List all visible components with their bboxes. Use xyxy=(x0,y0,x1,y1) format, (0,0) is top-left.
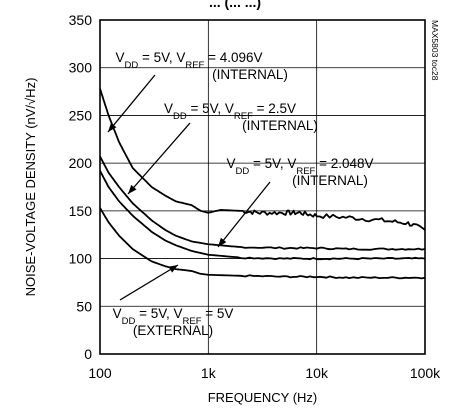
x-tick-labels: 100 1k 10k 100k xyxy=(88,365,441,381)
leader-arrowhead xyxy=(108,122,117,132)
y-tick-labels: 0 50 100 150 200 250 300 350 xyxy=(69,12,93,362)
series-annotation-line1: VDD = 5V, VREF = 2.048V xyxy=(226,156,373,177)
y-tick-label: 150 xyxy=(69,203,93,219)
x-axis-label: FREQUENCY (Hz) xyxy=(208,390,318,405)
y-tick-label: 200 xyxy=(69,155,93,171)
series-annotations: VDD = 5V, VREF = 4.096V(INTERNAL)VDD = 5… xyxy=(113,50,374,338)
y-axis-label: NOISE-VOLTAGE DENSITY (nV/√Hz) xyxy=(23,78,38,297)
series-line-1 xyxy=(99,88,426,231)
series-lines xyxy=(99,88,426,280)
leader-arrowhead xyxy=(218,237,227,247)
chart-title-fragment: ... (... ...) xyxy=(209,0,261,10)
leader-line xyxy=(119,264,179,301)
leader-arrowhead xyxy=(168,265,178,273)
x-tick-label: 100k xyxy=(410,365,441,381)
annotation-leader-lines xyxy=(107,74,271,301)
y-tick-label: 100 xyxy=(69,251,93,267)
figure-code: MAX5803 toc28 xyxy=(430,20,440,81)
leader-line xyxy=(217,181,271,248)
series-line-2 xyxy=(99,156,426,251)
y-tick-label: 300 xyxy=(69,60,93,76)
series-annotation-line1: VDD = 5V, VREF = 5V xyxy=(113,306,234,327)
y-tick-label: 250 xyxy=(69,107,93,123)
y-tick-label: 350 xyxy=(69,12,93,28)
leader-arrowhead xyxy=(128,184,137,194)
series-annotation-line2: (INTERNAL) xyxy=(292,173,368,188)
chart-title: ... (... ...) xyxy=(209,0,261,10)
y-tick-label: 0 xyxy=(84,346,92,362)
leader-line xyxy=(107,74,156,133)
x-tick-label: 10k xyxy=(305,365,329,381)
series-line-3 xyxy=(99,170,426,261)
series-annotation-line1: VDD = 5V, VREF = 2.5V xyxy=(164,101,296,122)
series-annotation-line2: (INTERNAL) xyxy=(212,67,288,82)
x-tick-label: 1k xyxy=(201,365,217,381)
y-tick-label: 50 xyxy=(76,298,92,314)
series-annotation-line2: (EXTERNAL) xyxy=(133,323,213,338)
series-annotation-line2: (INTERNAL) xyxy=(242,118,318,133)
series-line-4 xyxy=(99,207,426,280)
leader-line xyxy=(127,122,191,195)
x-tick-label: 100 xyxy=(88,365,112,381)
plot-frame xyxy=(99,19,426,355)
series-annotation-line1: VDD = 5V, VREF = 4.096V xyxy=(115,50,262,71)
